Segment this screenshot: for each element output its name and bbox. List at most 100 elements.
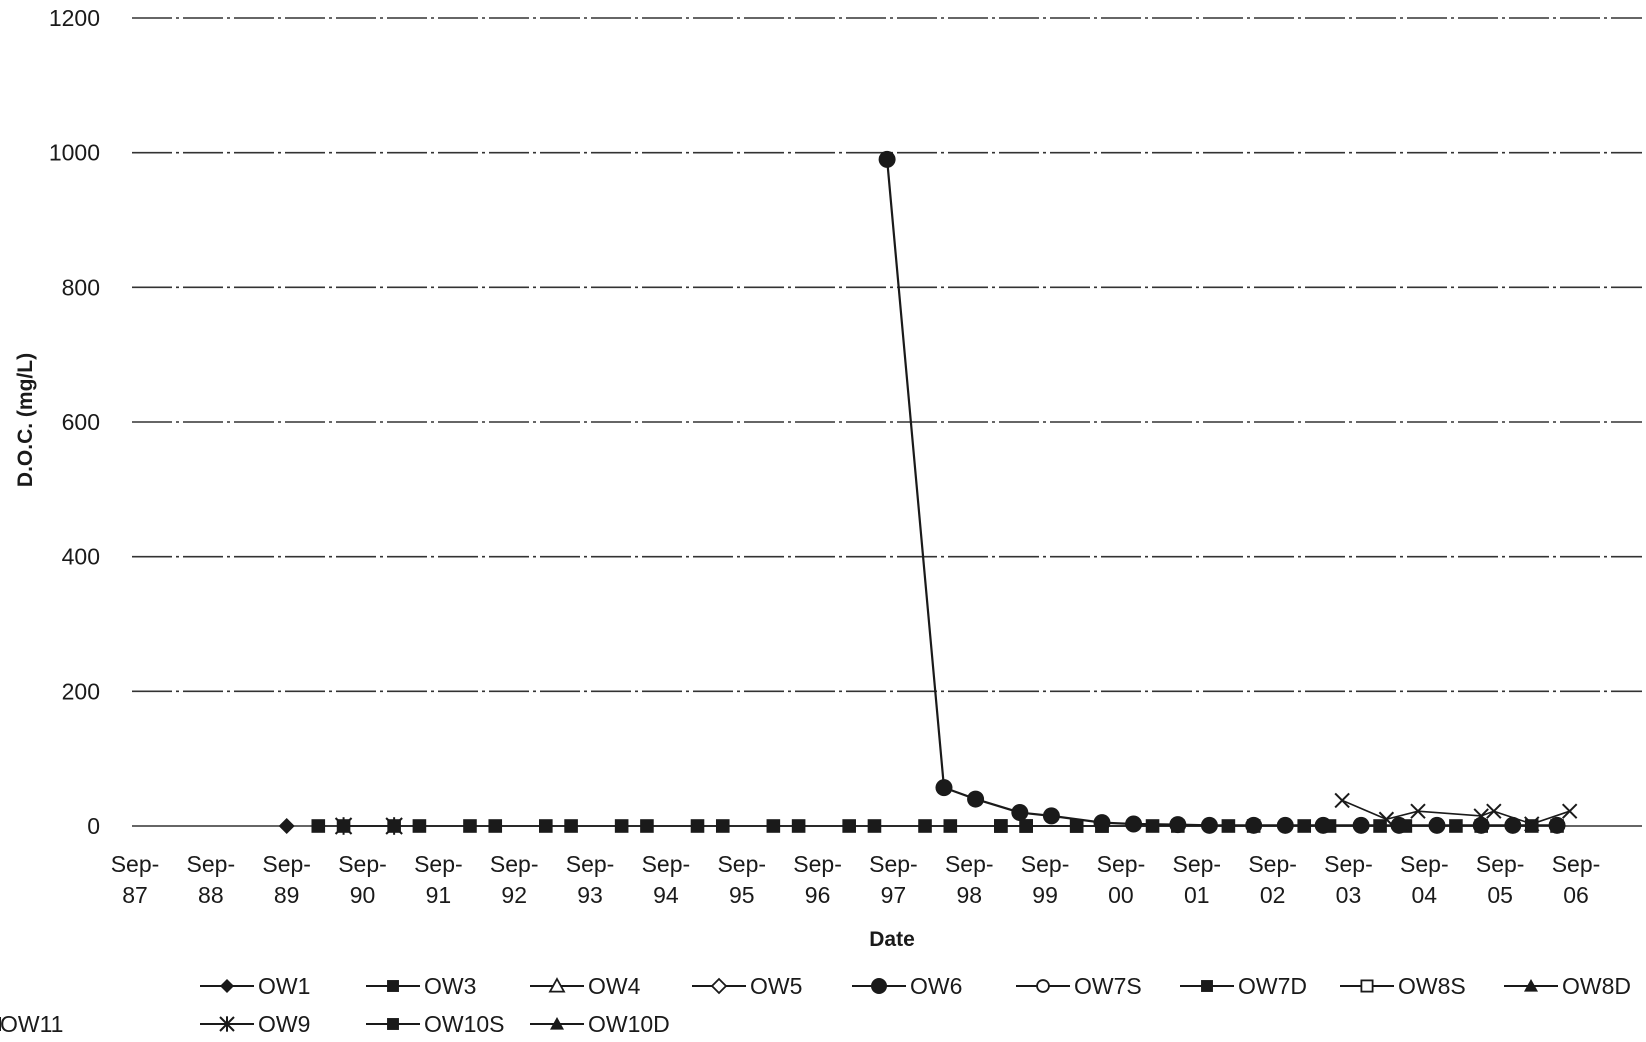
legend-label: OW8S bbox=[1398, 973, 1466, 999]
x-tick-line1: Sep- bbox=[490, 851, 539, 877]
data-point-ow7d bbox=[614, 819, 629, 833]
legend-item-ow11: OW11 bbox=[0, 1011, 63, 1037]
x-tick-line1: Sep- bbox=[111, 851, 160, 877]
legend-label: OW7D bbox=[1238, 973, 1307, 999]
legend-item-ow10s: OW10S bbox=[366, 1011, 505, 1037]
y-tick-label: 1200 bbox=[49, 5, 100, 31]
x-tick-line2: 96 bbox=[805, 882, 831, 908]
x-tick-label: Sep- 99 bbox=[1021, 851, 1070, 908]
series-ow9 bbox=[334, 817, 403, 835]
x-tick-label: Sep- 01 bbox=[1172, 851, 1221, 908]
data-point-ow1 bbox=[278, 818, 295, 834]
legend-label: OW9 bbox=[258, 1011, 310, 1037]
x-tick-line2: 97 bbox=[881, 882, 907, 908]
x-tick-line1: Sep- bbox=[1552, 851, 1601, 877]
data-point-ow11 bbox=[1561, 803, 1578, 819]
series-line-ow6 bbox=[886, 159, 1558, 827]
legend-label: OW1 bbox=[258, 973, 310, 999]
data-point-ow6 bbox=[967, 790, 985, 808]
legend-label: OW10D bbox=[588, 1011, 670, 1037]
x-tick-line1: Sep- bbox=[187, 851, 236, 877]
x-tick-line1: Sep- bbox=[1248, 851, 1297, 877]
legend-item-ow4: OW4 bbox=[530, 973, 641, 999]
x-tick-label: Sep- 92 bbox=[490, 851, 539, 908]
y-tick-label: 1000 bbox=[49, 140, 100, 166]
y-tick-label: 600 bbox=[62, 409, 100, 435]
x-tick-label: Sep- 96 bbox=[793, 851, 842, 908]
x-tick-line1: Sep- bbox=[1021, 851, 1070, 877]
legend-marker bbox=[550, 1017, 564, 1030]
legend-label: OW10S bbox=[424, 1011, 505, 1037]
legend-marker bbox=[548, 977, 566, 993]
x-tick-line2: 91 bbox=[426, 882, 452, 908]
x-tick-label: Sep- 06 bbox=[1552, 851, 1601, 908]
data-point-ow7d bbox=[690, 819, 705, 833]
data-point-ow6 bbox=[1169, 816, 1187, 834]
x-tick-line2: 94 bbox=[653, 882, 679, 908]
data-point-ow7d bbox=[1221, 819, 1236, 833]
legend-item-ow10d: OW10D bbox=[530, 1011, 670, 1037]
data-point-ow10s bbox=[994, 819, 1008, 833]
legend: OW1 OW3 OW4 OW5 OW6 OW7S OW7D OW8S OW8D OW9 OW10S O… bbox=[0, 973, 1631, 1037]
legend-item-ow3: OW3 bbox=[366, 973, 476, 999]
marker-stroke bbox=[1410, 803, 1426, 819]
x-tick-label: Sep- 03 bbox=[1324, 851, 1373, 908]
x-tick-line2: 01 bbox=[1184, 882, 1210, 908]
x-tick-label: Sep- 97 bbox=[869, 851, 918, 908]
legend-label: OW3 bbox=[424, 973, 476, 999]
x-tick-line1: Sep- bbox=[1324, 851, 1373, 877]
y-tick-label: 400 bbox=[62, 544, 100, 570]
x-tick-line2: 88 bbox=[198, 882, 224, 908]
x-tick-line1: Sep- bbox=[717, 851, 766, 877]
legend-marker bbox=[1524, 979, 1538, 992]
data-point-ow11 bbox=[1473, 808, 1489, 824]
data-point-ow6 bbox=[1011, 804, 1029, 822]
data-point-ow7d bbox=[463, 819, 477, 833]
data-point-ow6 bbox=[1125, 815, 1143, 833]
legend-marker bbox=[871, 978, 887, 994]
x-tick-line2: 03 bbox=[1336, 882, 1362, 908]
x-tick-label: Sep- 93 bbox=[566, 851, 615, 908]
series-ow11 bbox=[1334, 792, 1578, 832]
x-tick-label: Sep- 89 bbox=[262, 851, 311, 908]
data-point-ow10s bbox=[1069, 819, 1084, 833]
x-tick-label: Sep- 02 bbox=[1248, 851, 1297, 908]
y-axis-title: D.O.C. (mg/L) bbox=[14, 353, 37, 487]
x-tick-line1: Sep- bbox=[262, 851, 311, 877]
x-tick-line2: 02 bbox=[1260, 882, 1286, 908]
data-point-ow7d bbox=[1524, 819, 1539, 833]
legend-marker bbox=[1201, 980, 1213, 992]
legend-item-ow9: OW9 bbox=[200, 1011, 310, 1037]
data-point-ow11 bbox=[1486, 803, 1502, 819]
legend-item-ow8d: OW8D bbox=[1504, 973, 1631, 999]
marker-stroke bbox=[1524, 816, 1540, 832]
marker-stroke bbox=[1486, 803, 1502, 819]
marker-stroke bbox=[1334, 792, 1350, 809]
series-ow1 bbox=[278, 818, 295, 834]
data-point-ow7d bbox=[1145, 819, 1160, 833]
data-point-ow7d bbox=[918, 819, 932, 833]
data-point-ow7d bbox=[311, 819, 326, 833]
legend-item-ow5: OW5 bbox=[692, 973, 802, 999]
data-point-ow11 bbox=[1410, 803, 1426, 819]
data-point-ow11 bbox=[1378, 811, 1395, 827]
x-tick-line2: 04 bbox=[1412, 882, 1438, 908]
marker-stroke bbox=[1473, 808, 1489, 824]
x-tick-line2: 95 bbox=[729, 882, 755, 908]
marker-stroke bbox=[1378, 811, 1395, 827]
data-point-ow6 bbox=[878, 150, 896, 168]
x-tick-line2: 06 bbox=[1563, 882, 1589, 908]
x-tick-line1: Sep- bbox=[566, 851, 615, 877]
x-tick-line1: Sep- bbox=[869, 851, 918, 877]
data-point-ow11 bbox=[1524, 816, 1540, 832]
legend-marker bbox=[1360, 979, 1374, 993]
x-tick-line1: Sep- bbox=[1476, 851, 1525, 877]
x-tick-line2: 87 bbox=[122, 882, 148, 908]
x-tick-line1: Sep- bbox=[1400, 851, 1449, 877]
x-tick-line1: Sep- bbox=[1172, 851, 1221, 877]
legend-label: OW6 bbox=[910, 973, 962, 999]
data-point-ow6 bbox=[935, 779, 953, 797]
legend-label: OW8D bbox=[1562, 973, 1631, 999]
legend-marker bbox=[710, 977, 728, 995]
data-point-ow10s bbox=[1095, 819, 1109, 833]
